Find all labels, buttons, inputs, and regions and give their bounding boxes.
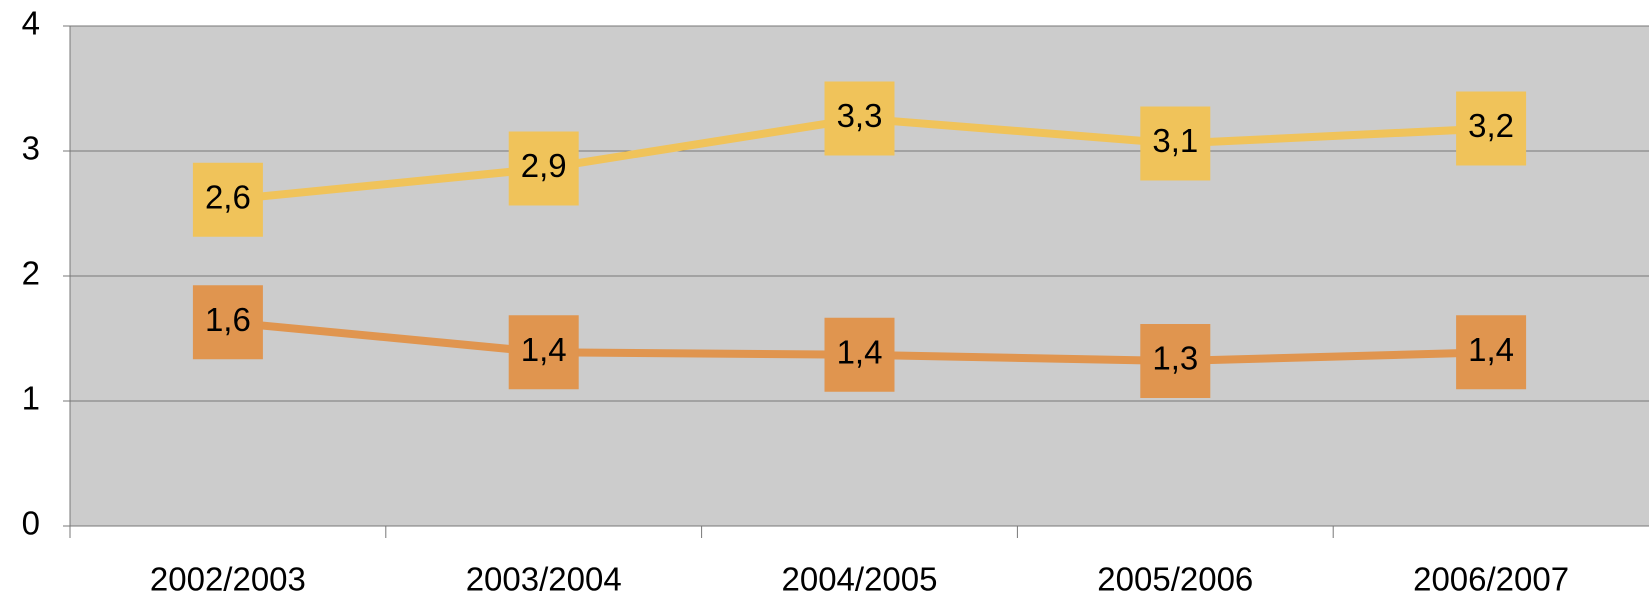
marker (508, 131, 579, 206)
data-label: 3,1 (1152, 122, 1198, 159)
data-label: 1,6 (205, 301, 251, 338)
x-tick-label: 2004/2005 (782, 561, 938, 598)
marker (824, 81, 895, 156)
data-label: 3,3 (837, 97, 883, 134)
x-tick-label: 2006/2007 (1413, 561, 1569, 598)
marker (1456, 91, 1527, 166)
data-label: 1,3 (1152, 340, 1198, 377)
marker (192, 285, 263, 360)
y-tick-label: 3 (22, 130, 40, 167)
marker (1140, 324, 1211, 398)
y-tick-label: 0 (22, 505, 40, 542)
marker (824, 317, 895, 392)
data-label: 2,6 (205, 178, 251, 215)
marker (1140, 106, 1211, 181)
y-tick-label: 2 (22, 255, 40, 292)
marker (508, 315, 579, 390)
x-tick-label: 2005/2006 (1097, 561, 1253, 598)
x-tick-label: 2003/2004 (466, 561, 622, 598)
marker (1456, 315, 1527, 390)
x-tick-label: 2002/2003 (150, 561, 306, 598)
marker (192, 162, 263, 237)
y-tick-label: 4 (22, 5, 40, 42)
data-label: 3,2 (1468, 107, 1514, 144)
y-tick-label: 1 (22, 380, 40, 417)
data-label: 1,4 (1468, 331, 1514, 368)
data-label: 2,9 (521, 147, 567, 184)
data-label: 1,4 (521, 331, 567, 368)
data-label: 1,4 (837, 333, 883, 370)
